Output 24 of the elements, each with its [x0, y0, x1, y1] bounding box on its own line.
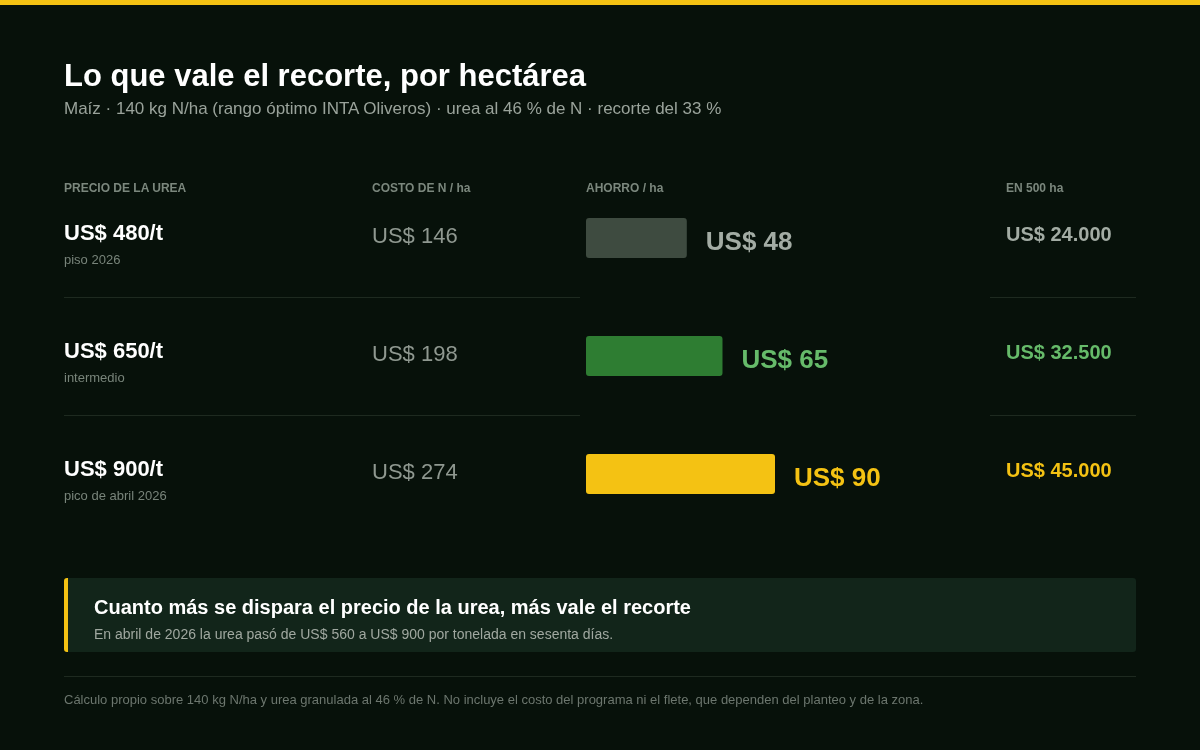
y-tick-label: US$ 900/t [64, 455, 164, 481]
text: Cálculo propio sobre 140 kg N/ha y urea granulada al 46 % de N. No incluye el costo del programa ni el flete, que dependen del planteo y de la zona. [64, 692, 924, 707]
y-tick-label: US$ 480/t [64, 219, 164, 245]
data-label: US$ 90 [794, 461, 881, 492]
text: US$ 24.000 [1006, 223, 1112, 246]
text: COSTO DE N / ha [372, 181, 471, 195]
text: US$ 32.500 [1006, 341, 1112, 364]
text: US$ 198 [372, 341, 458, 367]
x-axis-title: AHORRO / ha [586, 181, 664, 195]
text: En abril de 2026 la urea pasó de US$ 560 a US$ 900 por tonelada en sesenta días. [94, 626, 614, 642]
text: US$ 274 [372, 459, 458, 485]
y-axis-title: PRECIO DE LA UREA [64, 181, 187, 195]
text: Maíz · 140 kg N/ha (rango óptimo INTA Oliveros) · urea al 46 % de N · recorte del 33 % [64, 99, 722, 119]
text: EN 500 ha [1006, 181, 1064, 195]
text: piso 2026 [64, 252, 121, 267]
data-label: US$ 48 [705, 225, 793, 256]
data-label: US$ 65 [741, 343, 829, 374]
text: Lo que vale el recorte, por hectárea [64, 58, 587, 94]
text: US$ 45.000 [1006, 459, 1112, 482]
text: Cuanto más se dispara el precio de la urea, más vale el recorte [94, 596, 691, 619]
text: intermedio [64, 370, 125, 385]
y-tick-label: US$ 650/t [64, 337, 164, 363]
text: pico de abril 2026 [64, 488, 167, 503]
text: US$ 146 [372, 223, 458, 249]
